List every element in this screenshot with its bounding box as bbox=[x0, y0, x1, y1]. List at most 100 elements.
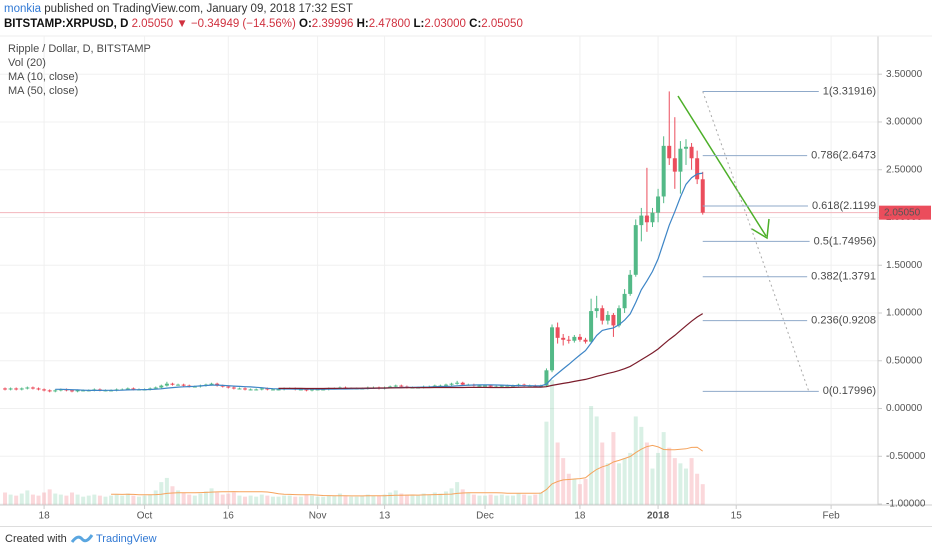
published: published on TradingView.com, January 09… bbox=[41, 3, 353, 15]
volume-bar bbox=[443, 491, 448, 505]
volume-bar bbox=[544, 421, 549, 505]
candle-body bbox=[176, 384, 181, 386]
volume-bar bbox=[650, 468, 655, 505]
volume-bar bbox=[248, 495, 253, 505]
y-tick-label: -1.00000 bbox=[886, 499, 926, 510]
o-value: 2.39996 bbox=[311, 18, 354, 30]
volume-bar bbox=[64, 495, 69, 505]
candle-body bbox=[644, 215, 649, 223]
h-value: 2.47800 bbox=[368, 18, 411, 30]
volume-bar bbox=[689, 458, 694, 505]
candle-body bbox=[544, 370, 549, 386]
x-tick-label: Feb bbox=[822, 511, 840, 522]
price-pane bbox=[3, 91, 705, 393]
arrow: ▼ bbox=[176, 18, 188, 30]
ma50-line bbox=[278, 313, 704, 390]
candle-body bbox=[605, 314, 610, 321]
candle-body bbox=[639, 215, 644, 226]
legend-entry: MA (50, close) bbox=[8, 85, 78, 97]
volume-bar bbox=[388, 492, 393, 505]
candle-body bbox=[488, 385, 493, 387]
candle-body bbox=[14, 388, 19, 390]
volume-bar bbox=[611, 432, 616, 505]
candle-body bbox=[449, 383, 454, 385]
volume-bar bbox=[488, 494, 493, 505]
volume-bar bbox=[92, 494, 97, 505]
volume-bar bbox=[683, 468, 688, 505]
volume-bar bbox=[622, 458, 627, 505]
y-tick-label: 3.00000 bbox=[886, 117, 923, 128]
volume-bar bbox=[466, 492, 471, 505]
volume-bar bbox=[695, 473, 700, 505]
x-tick-label: 13 bbox=[379, 511, 391, 522]
volume-bar bbox=[14, 495, 19, 505]
candle-body bbox=[58, 389, 63, 391]
volume-bar bbox=[148, 494, 153, 505]
volume-bar bbox=[109, 495, 114, 505]
volume-bar bbox=[644, 442, 649, 505]
fib-label: 0.786(2.6473 bbox=[811, 150, 876, 162]
volume-bar bbox=[198, 493, 203, 505]
x-tick-label: 2018 bbox=[647, 511, 670, 522]
fib-label: 1(3.31916) bbox=[823, 85, 876, 97]
volume-bar bbox=[600, 442, 605, 505]
y-tick-label: 0.00000 bbox=[886, 403, 923, 414]
candle-body bbox=[589, 311, 594, 342]
volume-bar bbox=[310, 495, 315, 505]
candle-body bbox=[265, 388, 270, 390]
volume-bar bbox=[700, 484, 705, 505]
candle-body bbox=[276, 389, 281, 391]
volume-bar bbox=[42, 492, 47, 505]
volume-bar bbox=[131, 495, 136, 505]
volume-bar bbox=[282, 495, 287, 505]
candle-body bbox=[695, 158, 700, 180]
volume-bar bbox=[471, 494, 476, 505]
volume-bar bbox=[209, 488, 214, 505]
volume-bar bbox=[678, 463, 683, 505]
volume-bar bbox=[628, 452, 633, 505]
volume-bar bbox=[550, 380, 555, 505]
volume-bar bbox=[393, 490, 398, 505]
volume-bar bbox=[432, 492, 437, 505]
candle-body bbox=[237, 388, 242, 390]
y-tick-label: 1.50000 bbox=[886, 260, 923, 271]
volume-bar bbox=[287, 495, 292, 505]
candle-body bbox=[483, 385, 488, 387]
volume-bar bbox=[170, 486, 175, 505]
volume-bar bbox=[572, 478, 577, 505]
candle-body bbox=[75, 390, 80, 392]
volume-bar bbox=[605, 463, 610, 505]
candle-body bbox=[622, 293, 627, 309]
volume-bar bbox=[404, 494, 409, 505]
candle-body bbox=[259, 388, 264, 390]
volume-bar bbox=[505, 495, 510, 505]
fib-trend bbox=[702, 91, 810, 392]
o-label: O: bbox=[299, 18, 312, 30]
volume-bar bbox=[70, 492, 75, 505]
volume-bar bbox=[371, 495, 376, 505]
c-value: 2.05050 bbox=[481, 18, 523, 30]
l-label: L: bbox=[413, 18, 425, 30]
candle-body bbox=[633, 225, 638, 275]
volume-bar bbox=[114, 494, 119, 505]
volume-bar bbox=[617, 463, 622, 505]
candle-body bbox=[661, 145, 666, 197]
candle-body bbox=[25, 387, 30, 389]
volume-bar bbox=[293, 496, 298, 505]
candle-body bbox=[192, 386, 197, 388]
legend-entry: MA (10, close) bbox=[8, 71, 78, 83]
volume-bar bbox=[298, 496, 303, 505]
candle-body bbox=[628, 274, 633, 294]
volume-bar bbox=[343, 495, 348, 505]
volume-bar bbox=[589, 406, 594, 505]
volume-bar bbox=[594, 416, 599, 505]
candle-body bbox=[254, 389, 259, 391]
y-tick-label: 3.50000 bbox=[886, 69, 923, 80]
volume-bar bbox=[416, 495, 421, 505]
legend-entry: Ripple / Dollar, D, BITSTAMP bbox=[8, 43, 151, 55]
volume-bar bbox=[538, 492, 543, 505]
candle-body bbox=[220, 385, 225, 387]
legend: Ripple / Dollar, D, BITSTAMP Vol (20) MA (… bbox=[8, 43, 151, 97]
candle-body bbox=[181, 384, 186, 386]
volume-bar bbox=[360, 495, 365, 505]
